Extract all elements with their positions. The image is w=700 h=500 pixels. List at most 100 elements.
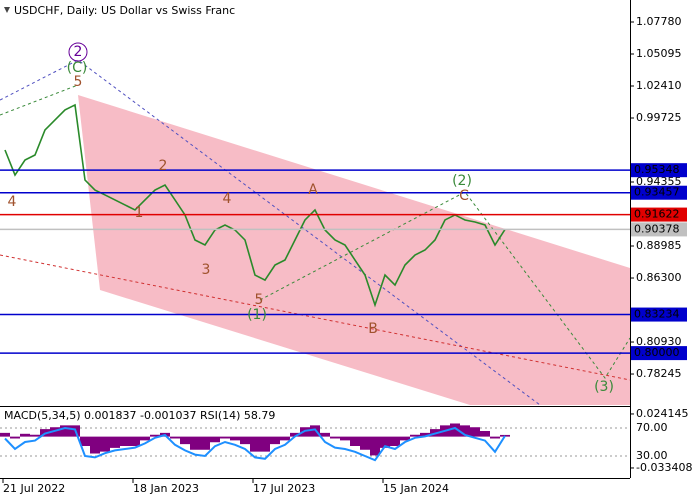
indicator-title: MACD(5,34,5) 0.001837 -0.001037 RSI(14) … bbox=[4, 409, 275, 422]
level-tag bbox=[631, 222, 687, 237]
macd-bar bbox=[330, 436, 340, 439]
macd-bar bbox=[10, 436, 20, 439]
macd-bar bbox=[280, 436, 290, 441]
macd-bar bbox=[170, 436, 180, 439]
macd-bar bbox=[50, 427, 60, 437]
wave-label: (3) bbox=[594, 379, 614, 395]
macd-bar bbox=[290, 432, 300, 437]
macd-bar bbox=[110, 436, 120, 448]
macd-bar bbox=[490, 436, 500, 439]
wave-label: (C) bbox=[67, 60, 88, 76]
macd-bar bbox=[200, 436, 210, 450]
macd-bar bbox=[460, 425, 470, 437]
macd-bar bbox=[250, 436, 260, 452]
macd-bar bbox=[100, 436, 110, 452]
macd-bar bbox=[370, 436, 380, 456]
x-tick-label: 17 Jul 2023 bbox=[253, 482, 315, 495]
macd-bar bbox=[360, 436, 370, 450]
y-tick-label: 0.024145 bbox=[636, 407, 689, 420]
level-label: 0.91622 bbox=[634, 208, 680, 221]
symbol-icon bbox=[4, 7, 10, 13]
macd-bar bbox=[270, 436, 280, 445]
wave-label: 4 bbox=[8, 194, 17, 210]
y-tick-label: 0.78245 bbox=[636, 367, 682, 380]
level-label: 0.95348 bbox=[634, 163, 680, 176]
macd-bar bbox=[150, 434, 160, 437]
macd-bar bbox=[20, 433, 30, 437]
wave-label: (2) bbox=[452, 173, 472, 189]
x-tick-label: 21 Jul 2022 bbox=[3, 482, 65, 495]
y-tick-label: 1.07780 bbox=[636, 15, 682, 28]
wave-label: 3 bbox=[202, 262, 211, 278]
macd-bar bbox=[400, 436, 410, 441]
wave-line bbox=[0, 84, 79, 116]
indicator-panel bbox=[0, 413, 634, 469]
macd-bar bbox=[220, 436, 230, 439]
macd-bar bbox=[210, 436, 220, 443]
wave-label: 1 bbox=[135, 205, 144, 221]
x-tick-label: 15 Jan 2024 bbox=[383, 482, 449, 495]
macd-bar bbox=[60, 425, 70, 437]
macd-bar bbox=[190, 436, 200, 450]
level-label: 0.93457 bbox=[634, 186, 680, 199]
y-tick-label: 0.88985 bbox=[636, 239, 682, 252]
macd-bar bbox=[450, 423, 460, 437]
macd-bar bbox=[480, 430, 490, 437]
rsi-line bbox=[4, 426, 506, 462]
macd-bar bbox=[240, 436, 250, 445]
wave-label: C bbox=[459, 188, 469, 204]
macd-bar bbox=[380, 436, 390, 448]
macd-bar bbox=[500, 434, 510, 437]
y-tick-label: -0.033408 bbox=[636, 461, 692, 474]
y-tick-label: 0.99725 bbox=[636, 111, 682, 124]
macd-bar bbox=[260, 436, 270, 452]
wave-line bbox=[259, 191, 631, 379]
y2-tick-label: 70.00 bbox=[636, 421, 668, 434]
wave-label: 4 bbox=[223, 191, 232, 207]
macd-bar bbox=[0, 432, 10, 437]
macd-bar bbox=[30, 434, 40, 437]
price-channel bbox=[78, 95, 630, 405]
macd-bar bbox=[80, 436, 90, 447]
macd-bar bbox=[470, 427, 480, 437]
y-tick-label: 0.86300 bbox=[636, 271, 682, 284]
level-label: 0.80000 bbox=[634, 346, 680, 359]
wave-label: 2 bbox=[74, 44, 83, 60]
macd-bar bbox=[90, 436, 100, 454]
y-tick-label: 1.05095 bbox=[636, 47, 682, 60]
macd-bar bbox=[320, 432, 330, 437]
wave-label: (1) bbox=[247, 307, 267, 323]
wave-label: 2 bbox=[159, 158, 168, 174]
macd-bar bbox=[140, 436, 150, 441]
channel-median bbox=[0, 254, 631, 381]
level-tag bbox=[631, 346, 687, 361]
macd-bar bbox=[230, 436, 240, 441]
y-tick-label: 0.80930 bbox=[636, 335, 682, 348]
macd-bar bbox=[420, 432, 430, 437]
wave-label: 5 bbox=[255, 292, 264, 308]
level-label: 0.83234 bbox=[634, 308, 680, 321]
macd-bar bbox=[130, 436, 140, 447]
wave-label: 5 bbox=[74, 74, 83, 90]
level-tag bbox=[631, 307, 687, 322]
x-tick-label: 18 Jan 2023 bbox=[133, 482, 199, 495]
macd-bar bbox=[180, 436, 190, 445]
price-line bbox=[4, 103, 506, 308]
y-tick-label: 1.02410 bbox=[636, 79, 682, 92]
macd-bar bbox=[350, 436, 360, 447]
y-tick-label: 0.94355 bbox=[636, 175, 682, 188]
wave-label: A bbox=[308, 182, 318, 198]
level-tag bbox=[631, 185, 687, 200]
wave-circle bbox=[68, 42, 88, 62]
macd-bar bbox=[410, 434, 420, 437]
macd-bar bbox=[120, 436, 130, 447]
macd-bar bbox=[390, 436, 400, 447]
level-tag bbox=[631, 207, 687, 222]
level-tag bbox=[631, 163, 687, 178]
y2-tick-label: 30.00 bbox=[636, 449, 668, 462]
level-label: 0.90378 bbox=[634, 222, 680, 235]
macd-bar bbox=[340, 436, 350, 441]
chart-title: USDCHF, Daily: US Dollar vs Swiss Franc bbox=[14, 4, 235, 17]
